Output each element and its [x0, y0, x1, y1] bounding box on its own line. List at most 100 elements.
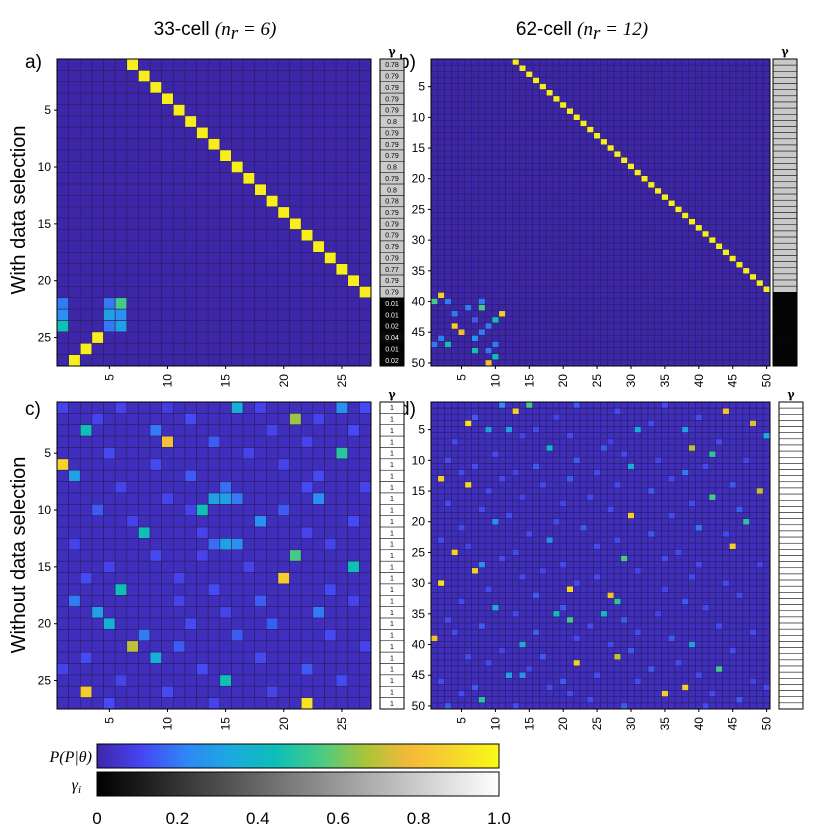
heatmap-cell	[242, 504, 256, 516]
heatmap-cell	[266, 183, 279, 196]
heatmap-cell	[498, 70, 506, 78]
heatmap-cell	[207, 424, 221, 437]
heatmap-cell	[667, 298, 676, 305]
heatmap-cell	[701, 310, 710, 318]
heatmap-cell	[457, 193, 466, 201]
heatmap-cell	[498, 450, 506, 458]
heatmap-cell	[715, 242, 723, 250]
heatmap-cell	[742, 175, 750, 183]
heatmap-cell	[451, 432, 459, 440]
heatmap-cell	[491, 261, 500, 269]
heatmap-cell	[613, 58, 622, 66]
heatmap-cell	[742, 334, 750, 342]
heatmap-cell	[627, 107, 635, 115]
heatmap-cell	[114, 115, 128, 128]
heatmap-cell	[539, 193, 547, 201]
heatmap-cell	[756, 249, 764, 256]
heatmap-cell	[681, 156, 689, 164]
heatmap-cell	[762, 193, 771, 201]
heatmap-cell	[627, 138, 635, 146]
heatmap-cell	[654, 64, 662, 72]
heatmap-cell	[512, 328, 520, 336]
heatmap-cell	[627, 89, 635, 97]
heatmap-cell	[347, 560, 360, 573]
gamma-cell	[772, 341, 798, 348]
heatmap-cell	[573, 493, 581, 501]
heatmap-cell	[688, 120, 696, 127]
heatmap-cell	[114, 149, 128, 162]
heatmap-cell	[586, 322, 595, 330]
heatmap-cell	[742, 77, 750, 84]
heatmap-cell	[312, 92, 325, 105]
heatmap-cell	[559, 169, 567, 176]
heatmap-cell	[430, 126, 439, 133]
heatmap-cell	[661, 450, 669, 458]
heatmap-cell	[219, 138, 232, 151]
heatmap-cell	[627, 359, 635, 367]
heatmap-cell	[532, 138, 540, 146]
heatmap-cell	[756, 469, 764, 476]
gamma-cell	[772, 107, 798, 115]
heatmap-cell	[289, 354, 302, 367]
heatmap-cell	[715, 150, 723, 158]
heatmap-cell	[491, 273, 500, 281]
heatmap-cell	[667, 420, 676, 427]
heatmap-cell	[722, 236, 730, 244]
heatmap-cell	[742, 413, 750, 421]
heatmap-cell	[762, 469, 771, 476]
heatmap-cell	[464, 438, 472, 446]
heatmap-cell	[756, 322, 764, 330]
heatmap-cell	[701, 420, 710, 427]
heatmap-cell	[640, 481, 649, 489]
heatmap-cell	[620, 328, 628, 336]
heatmap-cell	[620, 175, 628, 183]
heatmap-cell	[512, 463, 520, 470]
heatmap-cell	[620, 450, 628, 458]
heatmap-cell	[600, 420, 608, 427]
heatmap-cell	[91, 308, 104, 321]
heatmap-cell	[359, 469, 372, 482]
heatmap-cell	[701, 206, 710, 213]
heatmap-cell	[451, 267, 459, 275]
heatmap-cell	[532, 255, 540, 262]
heatmap-cell	[471, 107, 479, 115]
heatmap-cell	[579, 322, 588, 330]
heatmap-cell	[56, 515, 69, 528]
heatmap-cell	[68, 115, 81, 128]
gamma-value: 1	[390, 610, 394, 617]
heatmap-cell	[742, 126, 750, 133]
heatmap-cell	[586, 463, 595, 470]
heatmap-cell	[735, 444, 744, 452]
heatmap-cell	[471, 456, 479, 464]
heatmap-cell	[324, 572, 337, 585]
heatmap-cell	[606, 261, 615, 269]
heatmap-cell	[749, 401, 757, 409]
heatmap-cell	[149, 538, 162, 551]
heatmap-cell	[161, 240, 174, 253]
column-title-62-math: (n	[577, 19, 593, 40]
heatmap-cell	[138, 149, 151, 162]
heatmap-cell	[545, 255, 554, 262]
heatmap-cell	[231, 195, 244, 208]
heatmap-cell	[184, 663, 197, 676]
heatmap-cell	[552, 70, 561, 78]
heatmap-cell	[324, 161, 337, 174]
heatmap-cell	[695, 70, 703, 78]
heatmap-cell	[231, 458, 244, 471]
heatmap-cell	[735, 242, 744, 250]
heatmap-cell	[681, 438, 689, 446]
heatmap-cell	[207, 183, 221, 196]
heatmap-cell	[437, 432, 445, 440]
heatmap-cell	[688, 193, 696, 201]
heatmap-cell	[654, 273, 662, 281]
heatmap-cell	[196, 274, 209, 287]
heatmap-cell	[335, 240, 349, 253]
heatmap-cell	[231, 594, 244, 607]
heatmap-cell	[715, 255, 723, 262]
heatmap-cell	[735, 132, 744, 140]
heatmap-cell	[756, 481, 764, 489]
heatmap-cell	[79, 206, 93, 219]
heatmap-cell	[464, 249, 472, 256]
heatmap-cell	[173, 549, 186, 562]
heatmap-cell	[161, 458, 174, 471]
